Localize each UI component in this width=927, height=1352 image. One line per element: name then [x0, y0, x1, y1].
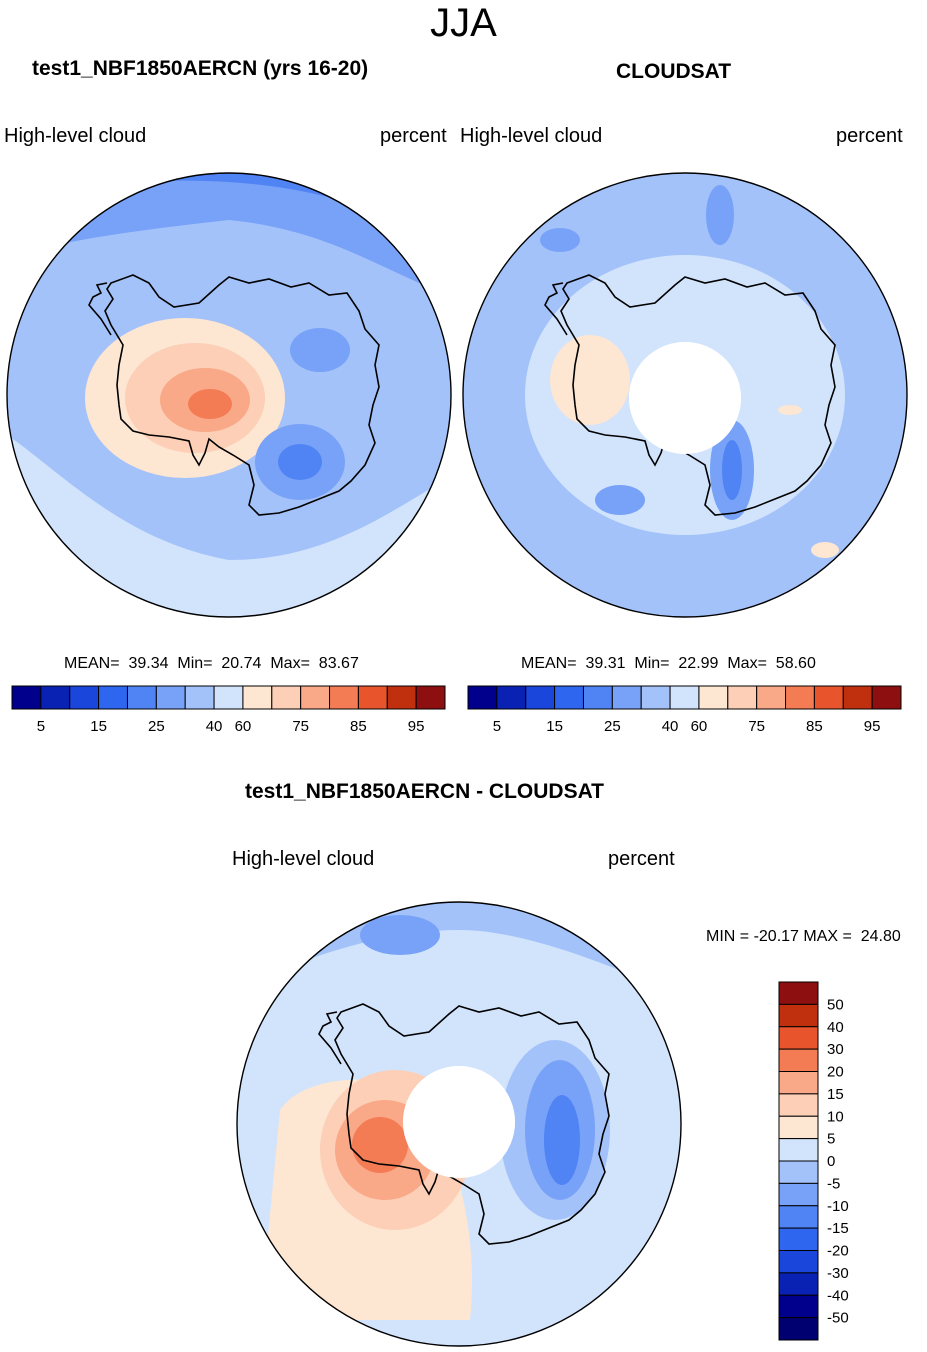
left-colorbar-tick-label: 75	[292, 718, 309, 735]
right-colorbar-tick-label: 5	[493, 718, 501, 735]
diff-colorbar-tick-label: 20	[827, 1064, 844, 1081]
diff-colorbar-tick-label: -40	[827, 1287, 849, 1304]
diff-colorbar-tick-label: -20	[827, 1243, 849, 1260]
left-colorbar-swatch	[11, 685, 42, 710]
right-map	[462, 172, 908, 618]
diff-colorbar-tick-label: 40	[827, 1019, 844, 1036]
right-stats: MEAN= 39.31 Min= 22.99 Max= 58.60	[521, 655, 816, 672]
left-colorbar-swatch	[213, 685, 244, 710]
diff-colorbar-swatch	[778, 1160, 819, 1184]
diff-colorbar-swatch	[778, 1115, 819, 1140]
diff-colorbar-swatch	[778, 1250, 819, 1274]
right-colorbar-tick-label: 85	[806, 718, 823, 735]
diff-colorbar-swatch	[778, 1272, 819, 1296]
left-colorbar-tick-label: 15	[90, 718, 107, 735]
right-colorbar: 5 15 25 40 60 75 85 95	[467, 685, 902, 735]
right-colorbar-swatch	[813, 685, 844, 710]
left-colorbar-swatch	[40, 685, 71, 710]
diff-colorbar-swatch	[778, 1205, 819, 1229]
left-colorbar-swatch	[242, 685, 273, 710]
diff-stats: MIN = -20.17 MAX = 24.80	[706, 928, 901, 945]
right-colorbar-tick-label: 40	[662, 718, 679, 735]
diff-units-label: percent	[608, 848, 675, 870]
right-colorbar-tick-label: 60	[691, 718, 708, 735]
diff-colorbar-tick-label: -50	[827, 1310, 849, 1327]
diff-colorbar-swatch	[778, 1317, 819, 1341]
left-colorbar-tick-label: 5	[37, 718, 45, 735]
left-colorbar-swatch	[386, 685, 417, 710]
left-units-label: percent	[380, 125, 447, 147]
right-colorbar-tick-label: 95	[864, 718, 881, 735]
right-colorbar-tick-label: 75	[748, 718, 765, 735]
diff-colorbar-swatch	[778, 1003, 819, 1028]
right-colorbar-swatch	[496, 685, 527, 710]
left-colorbar-swatch	[98, 685, 128, 710]
left-colorbar-swatch	[126, 685, 157, 710]
diff-colorbar-swatch	[778, 1227, 819, 1251]
left-colorbar-swatch	[300, 685, 331, 710]
right-colorbar-swatch	[640, 685, 671, 710]
diff-colorbar-tick-label: 50	[827, 996, 844, 1013]
diff-colorbar-tick-label: 10	[827, 1108, 844, 1125]
diff-map	[236, 901, 682, 1347]
right-colorbar-swatch	[727, 685, 758, 710]
diff-colorbar-tick-label: -15	[827, 1220, 849, 1237]
left-colorbar-swatch	[357, 685, 388, 710]
diff-colorbar-swatch	[778, 1048, 819, 1072]
left-colorbar-tick-label: 85	[350, 718, 367, 735]
diff-colorbar-tick-label: 15	[827, 1086, 844, 1103]
left-variable-label: High-level cloud	[4, 125, 147, 147]
diff-colorbar-tick-label: 30	[827, 1041, 844, 1058]
left-colorbar-tick-label: 95	[408, 718, 425, 735]
right-colorbar-swatch	[669, 685, 700, 710]
left-stats: MEAN= 39.34 Min= 20.74 Max= 83.67	[64, 655, 359, 672]
diff-colorbar-swatch	[778, 1026, 819, 1050]
left-colorbar-swatch	[329, 685, 359, 710]
left-colorbar-tick-label: 25	[148, 718, 165, 735]
right-units-label: percent	[836, 125, 903, 147]
diff-colorbar-swatch	[778, 981, 819, 1005]
diff-colorbar-swatch	[778, 1138, 819, 1162]
season-title: JJA	[430, 1, 497, 45]
diff-colorbar-tick-label: 0	[827, 1153, 835, 1170]
diff-colorbar-swatch	[778, 1093, 819, 1117]
right-colorbar-swatch	[467, 685, 498, 710]
right-colorbar-swatch	[785, 685, 815, 710]
right-colorbar-tick-label: 25	[604, 718, 621, 735]
diff-variable-label: High-level cloud	[232, 848, 375, 870]
left-colorbar-swatch	[69, 685, 100, 710]
diff-colorbar-tick-label: -5	[827, 1175, 840, 1192]
right-colorbar-swatch	[554, 685, 584, 710]
left-colorbar-swatch	[155, 685, 186, 710]
right-colorbar-swatch	[698, 685, 729, 710]
diff-panel-title: test1_NBF1850AERCN - CLOUDSAT	[245, 780, 605, 803]
diff-colorbar-swatch	[778, 1071, 819, 1095]
right-colorbar-swatch	[582, 685, 613, 710]
diff-colorbar-swatch	[778, 1294, 819, 1319]
diff-colorbar-tick-label: -30	[827, 1265, 849, 1282]
right-colorbar-tick-label: 15	[546, 718, 563, 735]
diff-colorbar-tick-label: 5	[827, 1131, 835, 1148]
right-colorbar-swatch	[611, 685, 642, 710]
right-variable-label: High-level cloud	[460, 125, 603, 147]
diff-colorbar-tick-label: -10	[827, 1198, 849, 1215]
diff-colorbar-swatch	[778, 1182, 819, 1207]
left-colorbar-swatch	[415, 685, 446, 710]
right-colorbar-swatch	[756, 685, 787, 710]
right-panel-title: CLOUDSAT	[616, 60, 732, 83]
left-colorbar-swatch	[271, 685, 302, 710]
left-colorbar-swatch	[184, 685, 215, 710]
left-colorbar: 5 15 25 40 60 75 85 95	[11, 685, 446, 735]
right-colorbar-swatch	[871, 685, 902, 710]
left-colorbar-tick-label: 40	[206, 718, 223, 735]
left-map	[6, 172, 452, 618]
left-colorbar-tick-label: 60	[235, 718, 252, 735]
left-panel-title: test1_NBF1850AERCN (yrs 16-20)	[32, 57, 369, 80]
right-colorbar-swatch	[842, 685, 873, 710]
right-colorbar-swatch	[525, 685, 556, 710]
